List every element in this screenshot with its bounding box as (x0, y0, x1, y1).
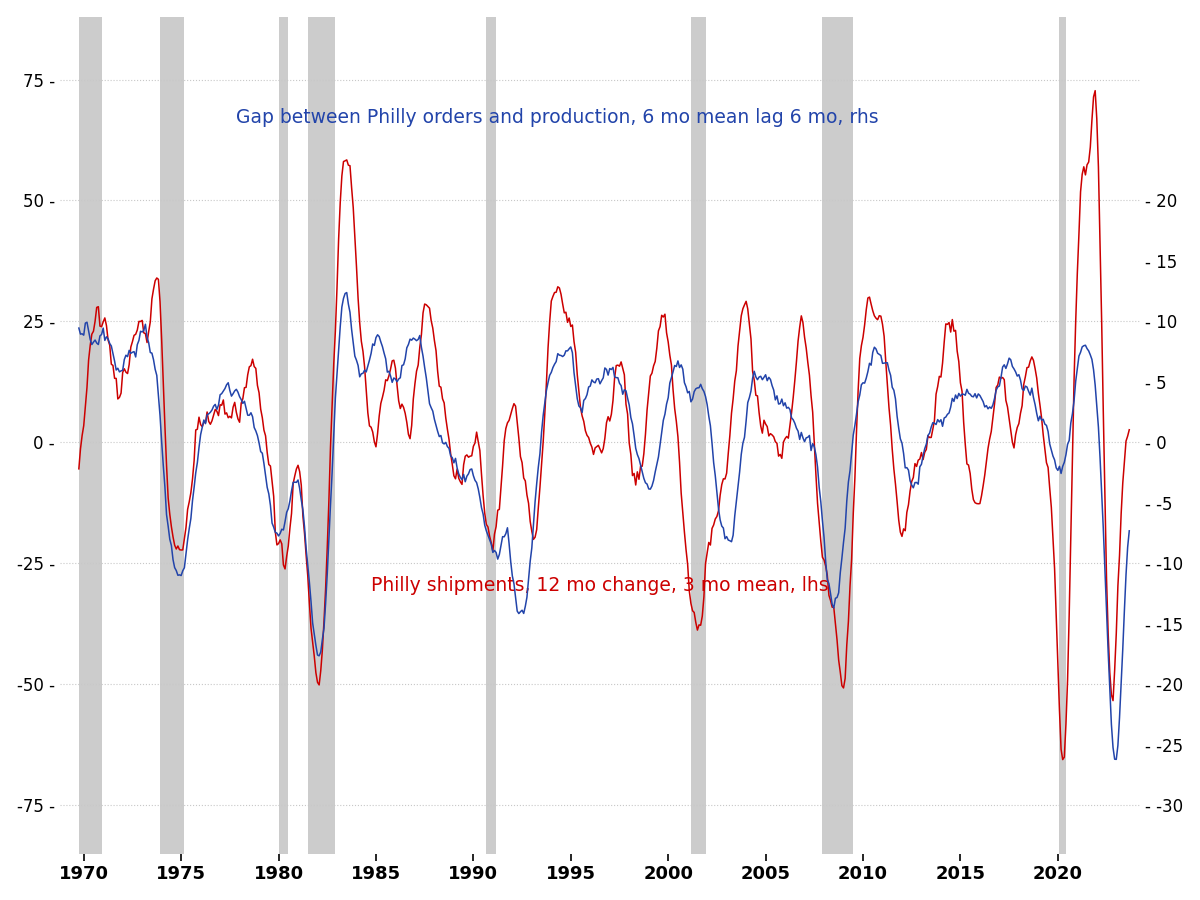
Bar (278, 17, 288, 853)
Bar (486, 17, 496, 853)
Bar (691, 17, 706, 853)
Text: Gap between Philly orders and production, 6 mo mean lag 6 mo, rhs: Gap between Philly orders and production… (235, 108, 878, 127)
Bar (1060, 17, 1066, 853)
Bar (160, 17, 185, 853)
Bar (307, 17, 336, 853)
Bar (822, 17, 853, 853)
Bar (79, 17, 102, 853)
Text: Philly shipments, 12 mo change, 3 mo mean, lhs: Philly shipments, 12 mo change, 3 mo mea… (371, 576, 829, 595)
